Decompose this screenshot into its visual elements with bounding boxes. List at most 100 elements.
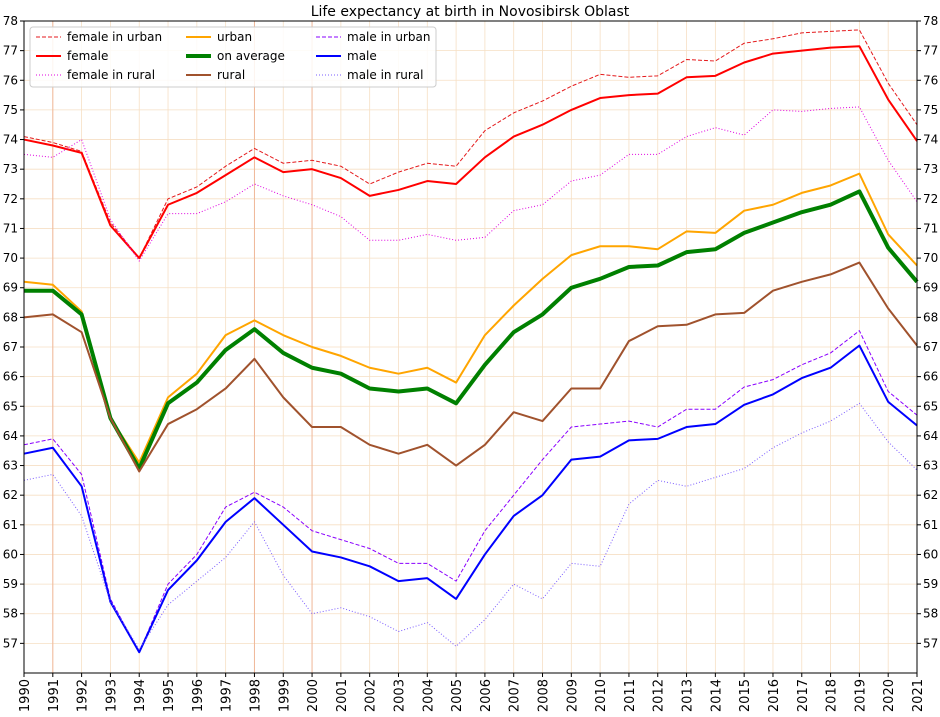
y-tick-label-left: 66 bbox=[3, 370, 18, 384]
x-tick-label: 2009 bbox=[565, 679, 580, 712]
legend-label: urban bbox=[217, 30, 252, 44]
x-tick-label: 1990 bbox=[18, 679, 33, 712]
legend-label: rural bbox=[217, 68, 245, 82]
y-tick-label-right: 67 bbox=[923, 340, 938, 354]
legend-label: female in urban bbox=[67, 30, 162, 44]
y-tick-label-right: 75 bbox=[923, 103, 938, 117]
x-tick-label: 2011 bbox=[623, 679, 638, 712]
x-tick-label: 2003 bbox=[392, 679, 407, 712]
x-tick-label: 1997 bbox=[220, 679, 235, 712]
x-tick-label: 2007 bbox=[508, 679, 523, 712]
y-tick-label-left: 67 bbox=[3, 340, 18, 354]
series-line bbox=[23, 45, 918, 260]
x-tick-label: 2010 bbox=[594, 679, 609, 712]
legend-label: male in urban bbox=[347, 30, 430, 44]
y-tick-label-left: 59 bbox=[3, 577, 18, 591]
y-tick-label-right: 71 bbox=[923, 221, 938, 235]
chart-title: Life expectancy at birth in Novosibirsk … bbox=[311, 4, 630, 20]
y-tick-label-left: 60 bbox=[3, 547, 18, 561]
legend-label: female in rural bbox=[67, 68, 155, 82]
legend-box bbox=[29, 26, 437, 88]
series-lines bbox=[23, 29, 919, 654]
x-tick-label: 2001 bbox=[335, 679, 350, 712]
y-tick-label-right: 78 bbox=[923, 14, 938, 28]
x-tick-label: 2021 bbox=[911, 679, 926, 712]
x-tick-label: 1994 bbox=[133, 679, 148, 712]
y-tick-label-left: 69 bbox=[3, 281, 18, 295]
x-tick-label: 2017 bbox=[796, 679, 811, 712]
x-tick-label: 2002 bbox=[364, 679, 379, 712]
x-tick-label: 2008 bbox=[537, 679, 552, 712]
y-tick-label-right: 76 bbox=[923, 73, 938, 87]
y-tick-label-left: 70 bbox=[3, 251, 18, 265]
x-tick-label: 2013 bbox=[681, 679, 696, 712]
x-tick-label: 2005 bbox=[450, 679, 465, 712]
y-tick-label-right: 57 bbox=[923, 636, 938, 650]
x-tick-label: 1992 bbox=[76, 679, 91, 712]
series-line bbox=[23, 330, 918, 653]
y-tick-label-right: 64 bbox=[923, 429, 938, 443]
x-tick-label: 1995 bbox=[162, 679, 177, 712]
series-line bbox=[23, 29, 918, 259]
y-tick-label-right: 58 bbox=[923, 607, 938, 621]
series-line bbox=[23, 402, 918, 650]
y-tick-label-left: 62 bbox=[3, 488, 18, 502]
y-tick-label-left: 74 bbox=[3, 133, 18, 147]
y-tick-label-right: 62 bbox=[923, 488, 938, 502]
x-tick-label: 2000 bbox=[306, 679, 321, 712]
x-tick-label: 2012 bbox=[652, 679, 667, 712]
x-tick-label: 2006 bbox=[479, 679, 494, 712]
y-tick-label-right: 61 bbox=[923, 518, 938, 532]
y-tick-label-right: 63 bbox=[923, 459, 938, 473]
axes: 57 57 58 58 59 59 60 60 61 61 62 62 63 63 64 64 65 65 66 66… bbox=[3, 14, 939, 712]
x-tick-label: 2019 bbox=[853, 679, 868, 712]
x-tick-label: 2016 bbox=[767, 679, 782, 712]
legend-label: male bbox=[347, 49, 377, 63]
x-tick-label: 2004 bbox=[421, 679, 436, 712]
y-tick-label-right: 59 bbox=[923, 577, 938, 591]
legend-label: male in rural bbox=[347, 68, 424, 82]
y-tick-label-left: 73 bbox=[3, 162, 18, 176]
x-tick-label: 2018 bbox=[825, 679, 840, 712]
x-tick-label: 2014 bbox=[709, 679, 724, 712]
y-tick-label-left: 57 bbox=[3, 636, 18, 650]
series-line bbox=[23, 106, 918, 262]
y-tick-label-right: 60 bbox=[923, 547, 938, 561]
legend-label: on average bbox=[217, 49, 285, 63]
y-tick-label-left: 61 bbox=[3, 518, 18, 532]
y-tick-label-left: 63 bbox=[3, 459, 18, 473]
y-tick-label-left: 76 bbox=[3, 73, 18, 87]
x-tick-label: 1991 bbox=[47, 679, 62, 712]
y-tick-label-left: 71 bbox=[3, 221, 18, 235]
x-tick-label: 2015 bbox=[738, 679, 753, 712]
y-tick-label-left: 78 bbox=[3, 14, 18, 28]
y-tick-label-left: 68 bbox=[3, 310, 18, 324]
series-line bbox=[24, 189, 919, 471]
y-tick-label-right: 68 bbox=[923, 310, 938, 324]
y-tick-label-right: 65 bbox=[923, 399, 938, 413]
y-tick-label-right: 69 bbox=[923, 281, 938, 295]
series-line bbox=[23, 172, 918, 464]
legend-label: female bbox=[67, 49, 108, 63]
y-tick-label-left: 77 bbox=[3, 44, 18, 58]
x-tick-label: 1998 bbox=[248, 679, 263, 712]
y-tick-label-left: 72 bbox=[3, 192, 18, 206]
x-tick-label: 1999 bbox=[277, 679, 292, 712]
y-tick-label-right: 66 bbox=[923, 370, 938, 384]
y-tick-label-left: 65 bbox=[3, 399, 18, 413]
x-tick-label: 2020 bbox=[882, 679, 897, 712]
legend: female in urban female female in rural urba… bbox=[29, 26, 437, 88]
y-tick-label-right: 73 bbox=[923, 162, 938, 176]
y-tick-label-right: 74 bbox=[923, 133, 938, 147]
y-tick-label-right: 72 bbox=[923, 192, 938, 206]
y-tick-label-left: 75 bbox=[3, 103, 18, 117]
series-line bbox=[23, 261, 918, 473]
y-tick-label-right: 70 bbox=[923, 251, 938, 265]
x-tick-label: 1996 bbox=[191, 679, 206, 712]
series-line bbox=[23, 344, 918, 654]
y-tick-label-left: 64 bbox=[3, 429, 18, 443]
x-tick-label: 1993 bbox=[104, 679, 119, 712]
y-tick-label-left: 58 bbox=[3, 607, 18, 621]
y-tick-label-right: 77 bbox=[923, 44, 938, 58]
